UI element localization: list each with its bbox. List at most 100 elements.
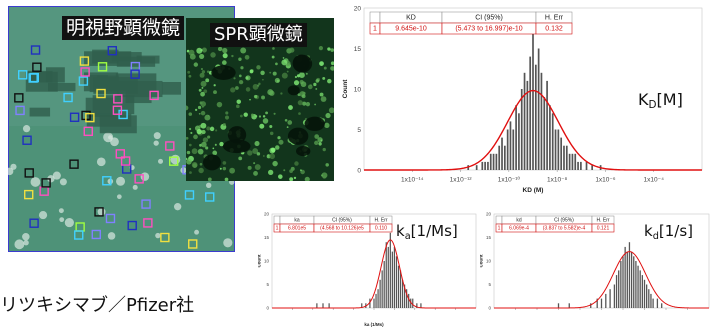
spr-speckle: [196, 128, 202, 135]
spr-speckle: [294, 75, 298, 79]
spr-speckle: [216, 101, 223, 108]
ka-table-value-text: 0.110: [375, 226, 387, 232]
kd-ylabel: Count: [342, 79, 349, 99]
spr-speckle: [275, 145, 280, 150]
kd-histogram-bar: [554, 129, 557, 170]
spr-speckle: [201, 141, 207, 148]
bf-marker-box: [141, 199, 151, 209]
bf-marker-box: [24, 168, 34, 178]
ka-histogram-bar: [361, 303, 363, 308]
spr-speckle: [200, 91, 205, 97]
spr-speckle: [221, 60, 227, 65]
ka-histogram-bar: [395, 256, 398, 308]
spr-dark-spot: [222, 139, 251, 154]
bf-particle: [223, 238, 233, 248]
kdiss-ytick-label: 15: [486, 235, 492, 240]
bf-particle: [23, 239, 29, 246]
spr-speckle: [191, 148, 198, 155]
spr-speckle: [315, 88, 318, 90]
bf-particle: [8, 167, 14, 176]
bf-particle: [116, 176, 126, 186]
kd-histogram-bar: [537, 48, 540, 170]
kd-histogram-bar: [585, 161, 588, 170]
kd-table-value-text: 0.132: [545, 26, 563, 33]
ka-table-value-text: 6.801e5: [288, 226, 306, 232]
spr-speckle: [254, 141, 260, 147]
spr-speckle: [199, 162, 203, 166]
bf-marker-box: [69, 112, 80, 122]
kd-histogram-bar: [489, 153, 492, 170]
bf-particle: [155, 232, 161, 239]
spr-speckle: [320, 139, 323, 142]
spr-speckle: [273, 112, 276, 115]
kdiss-histogram-bar: [652, 298, 654, 308]
spr-speckle: [186, 105, 189, 111]
kd-histogram-bar: [523, 72, 526, 170]
kdiss-table-value-cell: [591, 223, 615, 233]
spr-speckle: [265, 111, 268, 115]
kdiss-table-value-text: (3.837 to 5.582)e-4: [543, 226, 586, 232]
spr-speckle: [219, 141, 224, 147]
spr-speckle: [201, 86, 204, 89]
bf-marker-box: [113, 94, 123, 104]
kd-histogram-bar: [509, 121, 512, 170]
spr-speckle: [310, 84, 312, 86]
spr-speckle: [247, 165, 252, 170]
spr-speckle: [269, 124, 273, 129]
spr-speckle: [230, 87, 236, 93]
kd-histogram-bar: [534, 64, 537, 170]
bf-marker-box: [127, 220, 137, 231]
spr-speckle: [304, 176, 310, 181]
bf-marker-box: [24, 189, 34, 200]
ka-histogram-bar: [399, 270, 402, 308]
bf-marker-box: [29, 218, 39, 228]
spr-speckle: [215, 129, 218, 132]
bf-marker-box: [149, 90, 159, 101]
spr-speckle: [198, 112, 201, 115]
spr-speckle: [325, 112, 331, 119]
kdiss-histogram-bar: [613, 284, 616, 308]
kdiss-table-value-text: 6.069e-4: [509, 226, 529, 232]
spr-speckle: [188, 74, 192, 78]
kdiss-histogram-bar: [656, 298, 659, 308]
kdiss-histogram-bar: [628, 242, 631, 308]
spr-speckle: [244, 54, 250, 60]
spr-speckle: [289, 177, 294, 181]
bf-particle: [38, 210, 48, 220]
spr-speckle: [283, 169, 286, 172]
kdiss-unit-sub: d: [652, 231, 659, 242]
kd-histogram-bar: [481, 161, 484, 170]
bf-marker-box: [115, 149, 125, 159]
ka-histogram-bar: [379, 279, 381, 308]
kd-histogram-bar: [495, 153, 498, 170]
ka-table-header-text: H. Err: [374, 218, 387, 224]
spr-speckle: [200, 110, 206, 116]
ka-ytick-label: 20: [264, 212, 270, 217]
kd-table-header-cell: [369, 11, 381, 24]
kd-histogram-bar: [498, 145, 501, 170]
spr-speckle: [224, 177, 229, 181]
ka-histogram-bar: [406, 289, 408, 308]
spr-dark-spot: [287, 127, 309, 145]
bf-marker-box: [184, 190, 195, 200]
spr-speckle: [252, 148, 259, 154]
kd-histogram-bar: [546, 80, 548, 170]
spr-speckle: [200, 80, 207, 87]
spr-speckle: [330, 61, 334, 66]
bf-dark-region: [29, 107, 51, 117]
spr-speckle: [198, 167, 204, 174]
spr-speckle: [275, 62, 278, 66]
kdiss-histogram-bar: [626, 251, 628, 308]
kdiss-ytick-label: 5: [488, 282, 491, 287]
bf-marker-box: [112, 105, 123, 115]
spr-speckle: [188, 112, 193, 116]
ka-histogram-bar: [375, 293, 377, 308]
spr-speckle: [302, 101, 307, 106]
spr-speckle: [330, 66, 334, 71]
spr-speckle: [252, 83, 259, 90]
ka-histogram-bar: [383, 261, 385, 308]
spr-speckle: [193, 62, 199, 67]
bf-marker-box: [83, 126, 93, 137]
spr-speckle: [320, 96, 327, 102]
kdiss-histogram-bar: [630, 251, 633, 308]
